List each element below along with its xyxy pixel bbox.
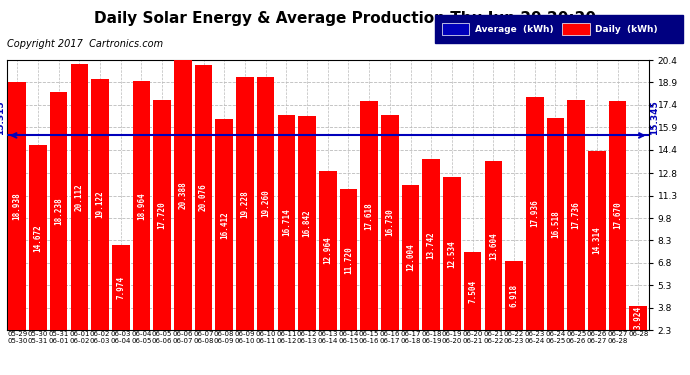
Text: 7.974: 7.974 — [116, 276, 126, 299]
Text: 20.112: 20.112 — [75, 183, 84, 211]
Text: 12.534: 12.534 — [447, 240, 457, 267]
Text: 16.518: 16.518 — [551, 210, 560, 238]
Bar — [70, 64, 88, 364]
Bar — [567, 100, 585, 364]
Text: 12.964: 12.964 — [323, 237, 333, 264]
Bar — [195, 65, 213, 364]
Text: 16.412: 16.412 — [219, 211, 229, 238]
Text: Daily Solar Energy & Average Production Thu Jun 29 20:20: Daily Solar Energy & Average Production … — [94, 11, 596, 26]
Text: 17.736: 17.736 — [571, 201, 581, 229]
Text: 17.618: 17.618 — [364, 202, 374, 229]
Bar — [298, 116, 316, 364]
Text: 17.670: 17.670 — [613, 201, 622, 229]
Text: 14.672: 14.672 — [33, 224, 43, 252]
Text: 19.122: 19.122 — [95, 190, 105, 218]
Bar — [50, 92, 68, 364]
Text: 19.260: 19.260 — [261, 190, 270, 217]
Text: 6.918: 6.918 — [509, 284, 519, 307]
Text: 7.504: 7.504 — [468, 280, 477, 303]
Text: 13.604: 13.604 — [489, 232, 498, 260]
Text: 17.720: 17.720 — [157, 201, 167, 229]
Bar — [236, 78, 254, 364]
Bar — [402, 185, 420, 364]
Text: Average  (kWh): Average (kWh) — [475, 25, 553, 34]
Bar — [112, 245, 130, 364]
Text: 13.742: 13.742 — [426, 231, 436, 258]
Text: 18.238: 18.238 — [54, 197, 63, 225]
Text: 15.315: 15.315 — [0, 101, 6, 135]
Text: 16.714: 16.714 — [282, 209, 291, 236]
Bar — [360, 102, 378, 364]
Bar — [91, 79, 109, 364]
Bar — [464, 252, 482, 364]
Text: 18.938: 18.938 — [12, 192, 22, 220]
Text: 16.730: 16.730 — [385, 209, 395, 236]
Bar — [153, 100, 171, 364]
Text: Copyright 2017  Cartronics.com: Copyright 2017 Cartronics.com — [7, 39, 163, 50]
Bar — [484, 161, 502, 364]
Text: 15.345: 15.345 — [650, 100, 660, 135]
Text: 20.388: 20.388 — [178, 181, 188, 209]
Bar — [443, 177, 461, 364]
Text: 11.720: 11.720 — [344, 246, 353, 274]
Text: 18.964: 18.964 — [137, 192, 146, 220]
Bar — [339, 189, 357, 364]
Text: 3.924: 3.924 — [633, 306, 643, 330]
Text: 20.076: 20.076 — [199, 183, 208, 211]
Bar — [132, 81, 150, 364]
Text: 17.936: 17.936 — [530, 200, 540, 227]
Text: 19.228: 19.228 — [240, 190, 250, 217]
Bar — [546, 118, 564, 364]
Text: 16.842: 16.842 — [302, 209, 312, 237]
Bar — [505, 261, 523, 364]
Text: 14.314: 14.314 — [592, 226, 602, 254]
Text: 12.004: 12.004 — [406, 244, 415, 272]
Text: Daily  (kWh): Daily (kWh) — [595, 25, 658, 34]
Bar — [257, 77, 275, 364]
Bar — [29, 146, 47, 364]
Bar — [422, 159, 440, 364]
Bar — [8, 82, 26, 364]
Bar — [629, 306, 647, 364]
Bar — [215, 120, 233, 364]
Bar — [609, 101, 627, 364]
Bar — [381, 115, 399, 364]
Bar — [319, 171, 337, 364]
Bar — [174, 60, 192, 364]
Bar — [588, 151, 606, 364]
Bar — [526, 97, 544, 364]
Bar — [277, 115, 295, 364]
